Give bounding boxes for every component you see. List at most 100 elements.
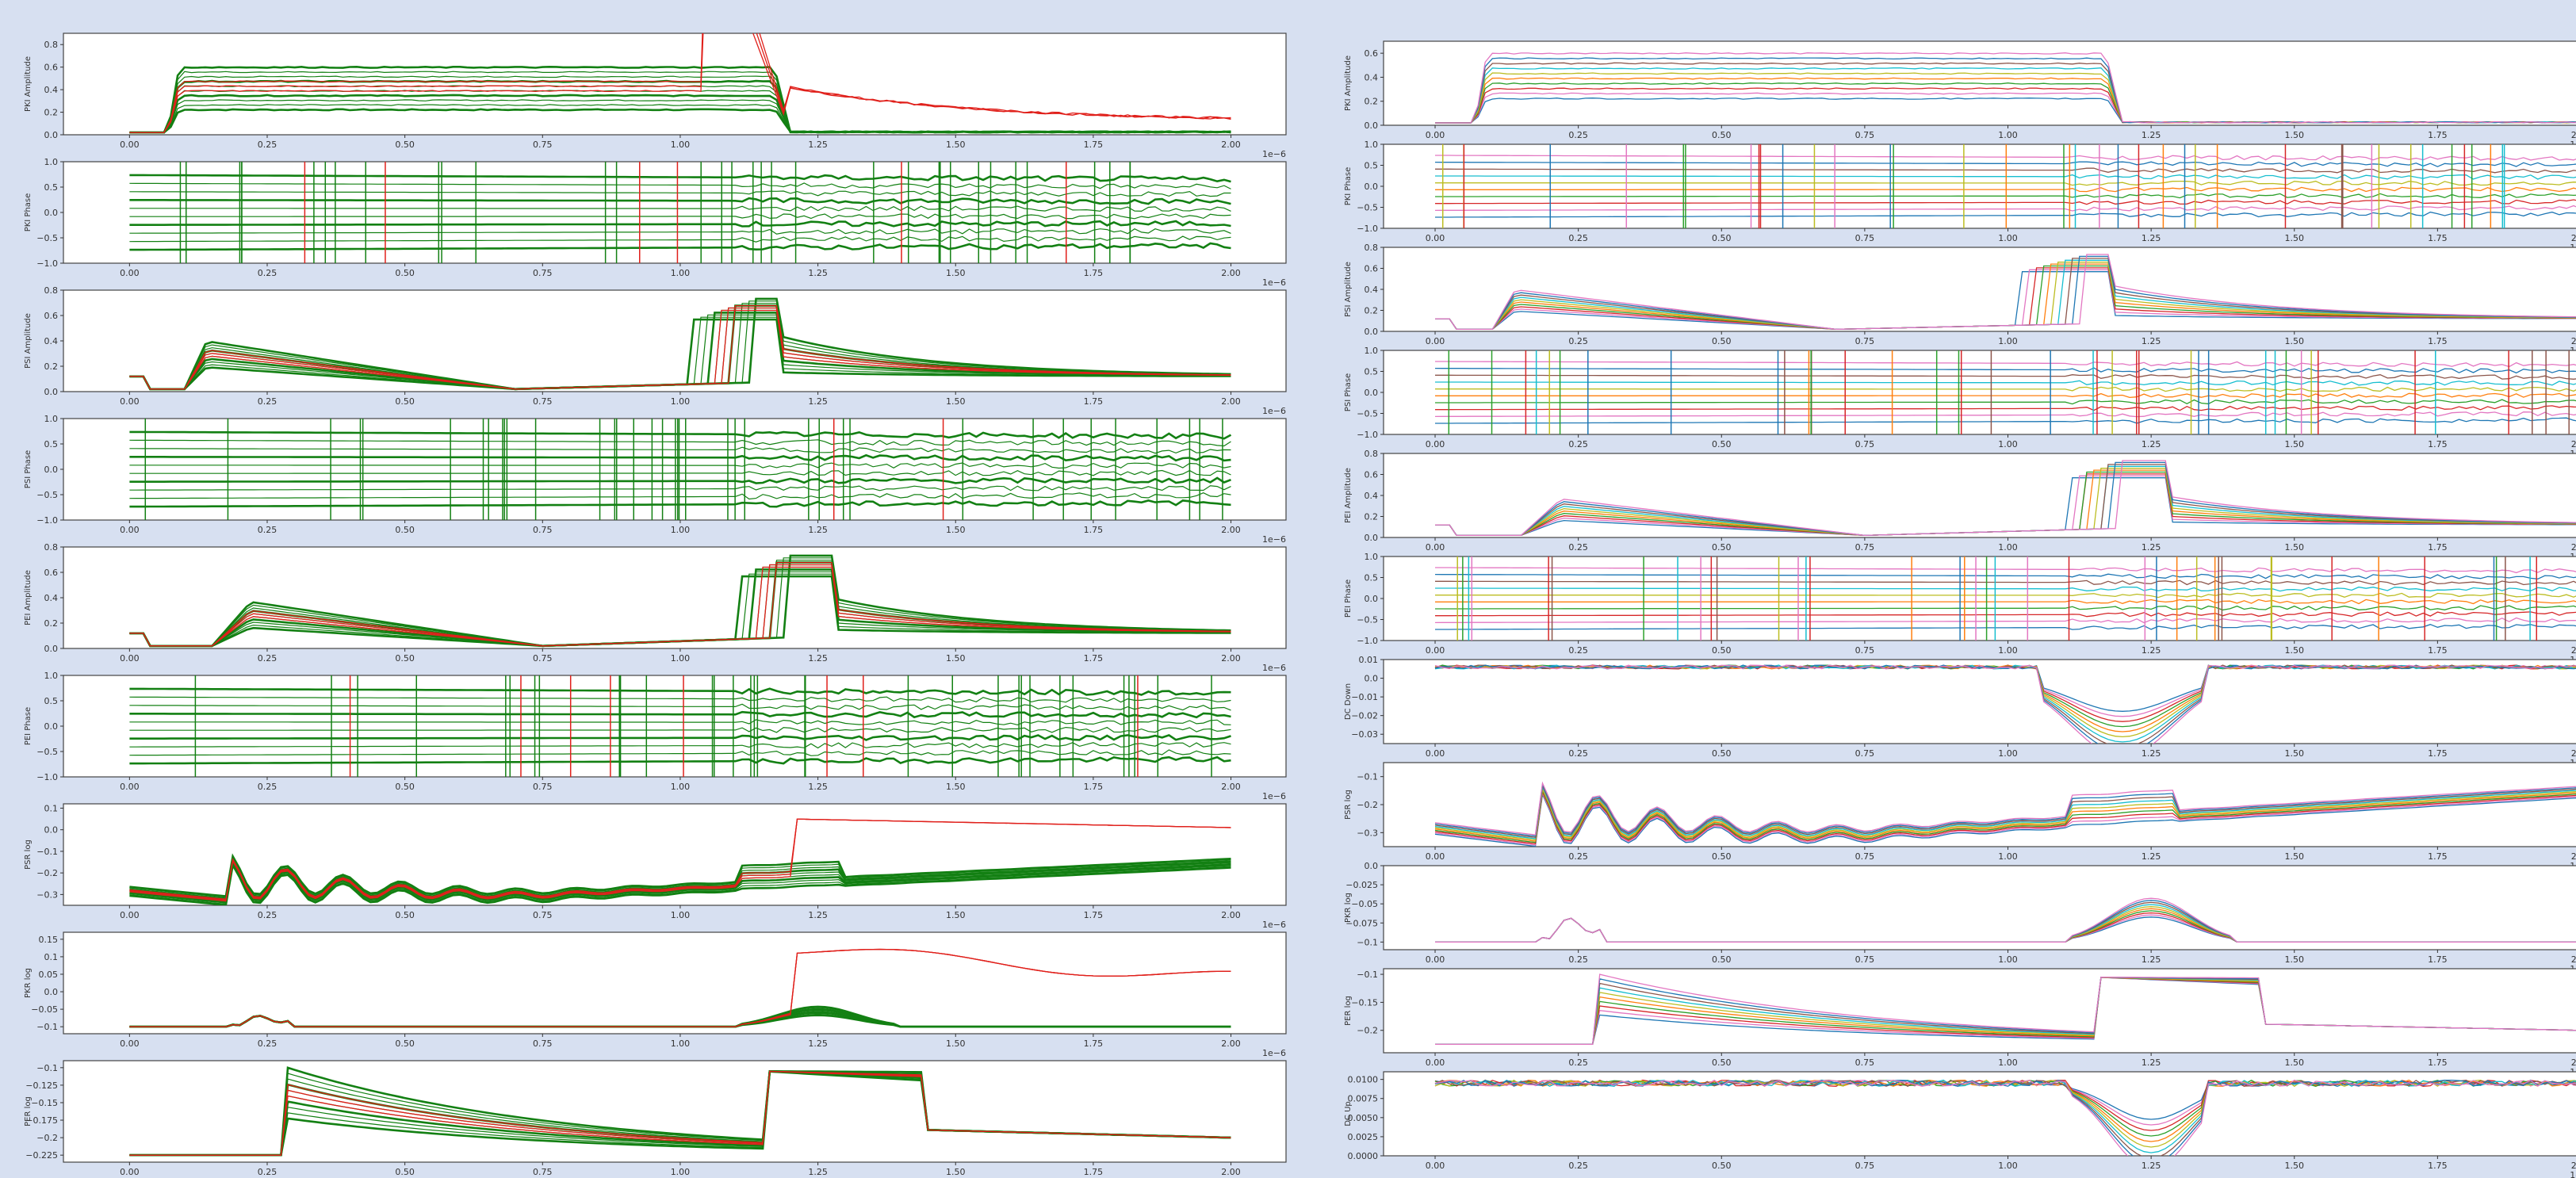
y-tick-label: −0.5 [1357,203,1378,213]
y-tick-label: −0.075 [1345,918,1378,928]
series-line [1434,573,2576,579]
subplot-left-4: −1.0 −0.5 0.0 0.5 1.0 0.00 0.25 0.50 0.75 1.00 1.2… [24,414,1287,545]
y-tick-label: −0.2 [1357,1026,1378,1036]
subplot-left-5: 0.0 0.2 0.4 0.6 0.8 0.00 0.25 0.50 0.75 1.00 1.25 1… [24,542,1287,673]
subplot-left-9: −0.225 −0.2 −0.175 −0.15 −0.125 −0.1 0.00 0.25 0… [24,1060,1287,1177]
series-line [129,733,1231,741]
y-tick-label: 0.5 [44,696,59,706]
subplot-right-9: −0.1 −0.075 −0.05 −0.025 0.0 0.00 0.25 0.50 0.75… [1344,861,2576,974]
x-tick-label: 1.25 [808,140,828,150]
x-tick-label: 0.00 [1426,542,1445,553]
outlier-line [129,304,1231,390]
y-tick-label: 0.0 [44,825,59,836]
x-offset-label: 1e−6 [1262,277,1286,288]
x-offset-label: 1e−6 [1262,663,1286,673]
subplot-right-2: −1.0 −0.5 0.0 0.5 1.0 0.00 0.25 0.50 0.75 1.00 1.2… [1344,140,2576,253]
series-line [129,703,1231,711]
y-tick-label: −1.0 [36,772,58,782]
x-tick-label: 1.75 [1084,525,1104,535]
subplot-right-7: −0.03 −0.02 −0.01 0.0 0.01 0.00 0.25 0.50 0.75 1.… [1344,655,2576,768]
series-line [129,856,1231,899]
series-line [1435,361,2576,368]
x-tick-label: 1.50 [2285,954,2305,965]
x-tick-label: 0.25 [1568,1161,1588,1171]
x-tick-label: 2.00 [2571,233,2576,243]
series-line [129,719,1231,726]
x-tick-label: 0.25 [258,1038,278,1049]
y-tick-label: −0.225 [25,1150,58,1161]
series-line [1434,786,2576,841]
subplot-right-10: −0.2 −0.15 −0.1 0.00 0.25 0.50 0.75 1.00 1.25 1.5… [1344,968,2576,1077]
x-tick-label: 0.75 [533,268,553,278]
subplot-right-3: 0.0 0.2 0.4 0.6 0.8 0.00 0.25 0.50 0.75 1.00 1.25 1… [1344,243,2576,356]
x-tick-label: 1.50 [2285,439,2305,449]
subplot-left-7: −0.3 −0.2 −0.1 0.0 0.1 0.00 0.25 0.50 0.75 1.00 1.… [24,803,1287,930]
series-line [129,696,1231,703]
series-line [1434,790,2576,845]
axes-frame [63,161,1287,264]
x-tick-label: 1.25 [2142,1161,2161,1171]
x-offset-label: 1e−6 [1262,791,1286,801]
x-tick-label: 1.75 [2428,336,2448,346]
x-tick-label: 1.00 [1998,130,2018,140]
x-tick-label: 2.00 [2571,748,2576,759]
x-tick-label: 0.50 [1712,130,1732,140]
y-tick-label: −0.1 [1357,937,1378,947]
series-line [1435,599,2576,605]
x-tick-label: 0.00 [120,140,140,150]
series-line [1434,664,2576,744]
series-line [1434,791,2576,846]
series-line [129,430,1232,440]
x-tick-label: 0.75 [1855,748,1875,759]
x-offset-label: 1e−6 [1262,534,1286,545]
x-tick-label: 1.50 [946,140,966,150]
subplot-left-3: 0.0 0.2 0.4 0.6 0.8 0.00 0.25 0.50 0.75 1.00 1.25 1… [24,285,1287,416]
x-tick-label: 0.75 [533,1038,553,1049]
y-tick-label: −0.5 [1357,409,1378,419]
x-tick-label: 1.25 [2142,439,2161,449]
x-tick-label: 0.25 [258,782,278,792]
outlier-line [129,33,1231,133]
y-axis-label: PKI Amplitude [1344,55,1353,111]
y-tick-label: 0.5 [1365,161,1379,171]
x-tick-label: 0.00 [120,268,140,278]
y-tick-label: −1.0 [36,258,58,269]
outlier-line [129,561,1231,647]
y-tick-label: 0.0 [1365,861,1379,871]
y-tick-label: 0.0 [1365,674,1379,684]
x-tick-label: 0.75 [533,140,553,150]
x-tick-label: 1.50 [946,396,966,407]
y-tick-label: 0.6 [1365,470,1379,480]
x-offset-label: 1e−6 [1262,149,1286,159]
plot-lines [129,33,1231,134]
x-tick-label: 0.25 [1568,645,1588,656]
axes-frame [1383,659,2576,744]
x-tick-label: 1.00 [671,782,691,792]
y-axis-label: DC Up [1344,1101,1353,1126]
series-line [1434,411,2576,418]
series-line [1435,579,2576,586]
y-axis-label: PSR log [1344,790,1353,820]
series-line [1435,399,2576,405]
y-tick-label: 0.6 [44,311,59,321]
x-tick-label: 1.25 [808,910,828,920]
x-tick-label: 0.00 [1426,851,1445,862]
series-line [1435,624,2576,630]
x-tick-label: 0.50 [395,1167,415,1177]
y-tick-label: −0.125 [25,1080,58,1091]
x-tick-label: 2.00 [1221,910,1241,920]
series-line [129,492,1231,500]
x-tick-label: 0.00 [1426,1161,1445,1171]
y-tick-label: −0.05 [31,1004,58,1015]
subplot-right-1: 0.0 0.2 0.4 0.6 0.00 0.25 0.50 0.75 1.00 1.25 1.50… [1344,40,2576,150]
y-tick-label: 0.8 [1365,449,1379,459]
x-tick-label: 0.50 [1712,645,1732,656]
x-tick-label: 0.75 [1855,130,1875,140]
x-tick-label: 0.50 [1712,439,1732,449]
x-tick-label: 1.75 [2428,851,2448,862]
x-tick-label: 0.75 [533,525,553,535]
y-tick-label: −0.175 [25,1115,58,1126]
y-tick-label: −1.0 [36,515,58,526]
series-line [129,174,1231,183]
